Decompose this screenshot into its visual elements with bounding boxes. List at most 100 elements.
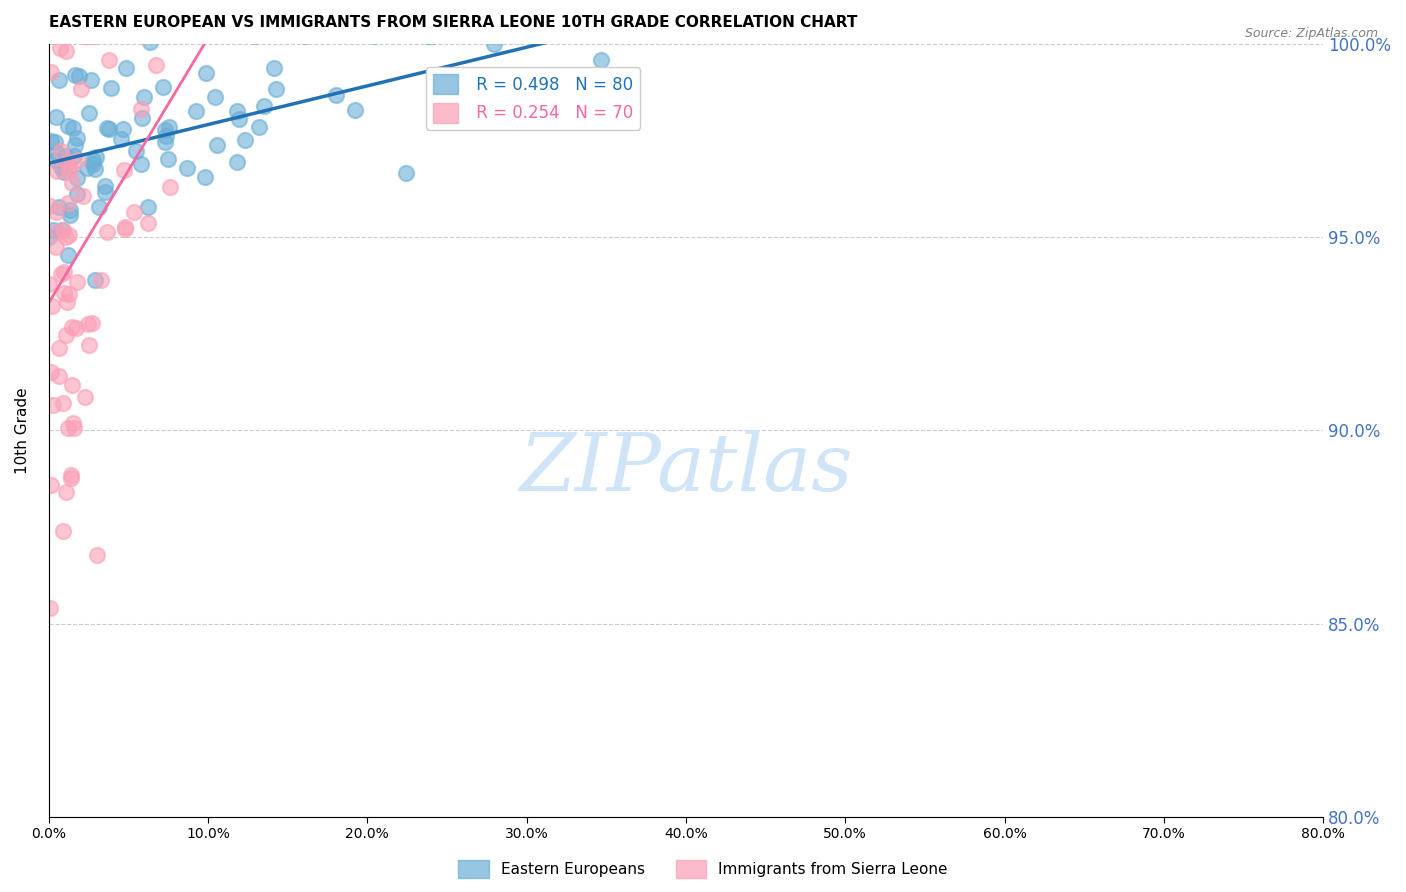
Point [136,216,159,230]
Point [194,169,217,184]
Point [46,164,69,178]
Point [363,29,385,43]
Point [422,29,444,43]
Point [84,273,107,287]
Point [58,287,80,301]
Point [77,105,100,120]
Point [53,165,76,179]
Point [66,186,89,201]
Point [52,223,75,237]
Point [56,248,79,262]
Point [69,81,91,95]
Point [94,178,117,193]
Point [266,82,288,96]
Point [97,122,120,136]
Point [56,294,79,309]
Point [294,29,316,43]
Point [159,179,181,194]
Point [225,155,247,169]
Point [96,226,118,240]
Point [53,265,76,279]
Point [55,229,77,244]
Point [247,120,270,135]
Point [66,275,89,289]
Point [52,396,75,410]
Point [63,137,86,152]
Point [59,161,82,176]
Point [253,99,276,113]
Point [67,69,90,83]
Point [39,199,62,213]
Point [343,103,366,117]
Point [38,277,60,291]
Point [49,160,72,174]
Point [416,29,439,43]
Point [96,121,118,136]
Point [94,185,117,199]
Point [63,148,86,162]
Point [39,478,62,492]
Point [75,390,97,404]
Legend:  R = 0.498   N = 80,  R = 0.254   N = 70: R = 0.498 N = 80, R = 0.254 N = 70 [426,68,640,130]
Point [56,155,79,169]
Point [38,601,60,615]
Point [46,225,69,239]
Point [39,65,62,79]
Point [44,153,66,167]
Point [76,161,98,175]
Legend: Eastern Europeans, Immigrants from Sierra Leone: Eastern Europeans, Immigrants from Sierr… [453,854,953,884]
Point [90,272,112,286]
Point [153,122,176,136]
Point [66,171,89,186]
Point [138,35,160,49]
Point [76,29,98,43]
Point [115,61,138,75]
Point [110,131,132,145]
Point [132,89,155,103]
Point [114,222,136,236]
Point [114,219,136,234]
Point [41,134,63,148]
Point [56,420,79,434]
Point [58,228,80,243]
Point [58,195,80,210]
Text: EASTERN EUROPEAN VS IMMIGRANTS FROM SIERRA LEONE 10TH GRADE CORRELATION CHART: EASTERN EUROPEAN VS IMMIGRANTS FROM SIER… [49,15,858,30]
Point [48,200,70,214]
Point [153,135,176,149]
Point [62,121,84,136]
Point [82,153,104,168]
Point [87,200,110,214]
Point [63,68,86,82]
Point [45,110,67,124]
Point [48,72,70,87]
Point [73,29,96,43]
Point [46,145,69,160]
Point [82,29,104,43]
Point [484,81,506,95]
Point [45,240,67,254]
Point [194,66,217,80]
Point [55,327,77,342]
Point [66,153,89,167]
Point [467,88,489,103]
Point [129,102,152,116]
Point [80,316,103,330]
Point [591,53,613,67]
Point [38,230,60,244]
Point [72,188,94,202]
Point [156,152,179,166]
Point [111,122,134,136]
Point [155,129,177,144]
Point [55,485,77,500]
Point [62,417,84,431]
Point [39,365,62,379]
Point [82,157,104,171]
Point [44,29,66,43]
Point [84,29,107,43]
Point [145,58,167,72]
Point [73,29,96,43]
Point [59,468,82,483]
Point [226,103,249,118]
Point [122,205,145,219]
Point [131,111,153,125]
